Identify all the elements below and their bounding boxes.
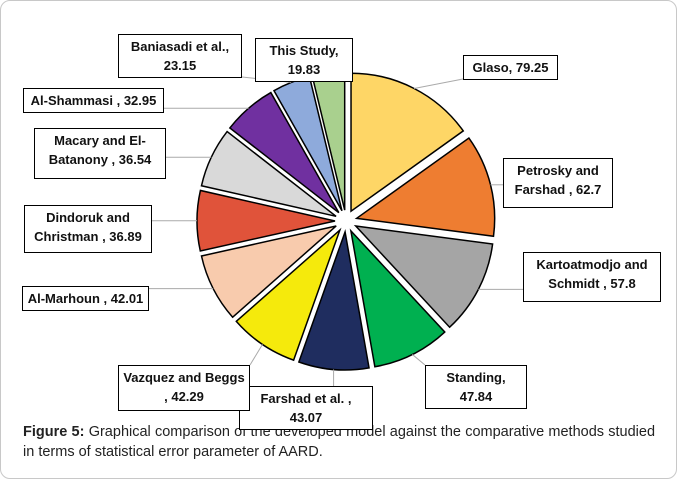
chart [149,62,523,386]
caption: Figure 5: Graphical comparison of the de… [23,422,655,462]
pie-slice [297,229,370,371]
caption-label: Figure 5: [23,424,85,440]
data-label: Standing, 47.84 [425,365,527,409]
leader-line [414,78,464,89]
pie-slice [228,91,340,214]
data-label: Baniasadi et al., 23.15 [118,34,242,78]
data-label: Farshad et al. , 43.07 [239,386,373,430]
pie-slice [349,228,446,368]
data-label: Dindoruk and Christman , 36.89 [24,205,152,253]
pie-slice [196,189,336,252]
pie-slice [200,130,337,218]
data-label: Al-Marhoun , 42.01 [22,286,149,311]
data-label: Macary and El-Batanony , 36.54 [34,128,166,179]
data-label: This Study, 19.83 [255,38,353,82]
caption-text: Graphical comparison of the developed mo… [23,424,656,460]
data-label: Glaso, 79.25 [463,55,558,80]
leader-line [411,354,426,366]
data-label: Vazquez and Beggs , 42.29 [118,365,250,411]
pie-slice [354,136,496,238]
data-label: Petrosky and Farshad , 62.7 [503,158,613,208]
data-label: Al-Shammasi , 32.95 [23,88,164,113]
leader-line [249,344,263,366]
data-label: Kartoatmodjo and Schmidt , 57.8 [523,252,661,302]
